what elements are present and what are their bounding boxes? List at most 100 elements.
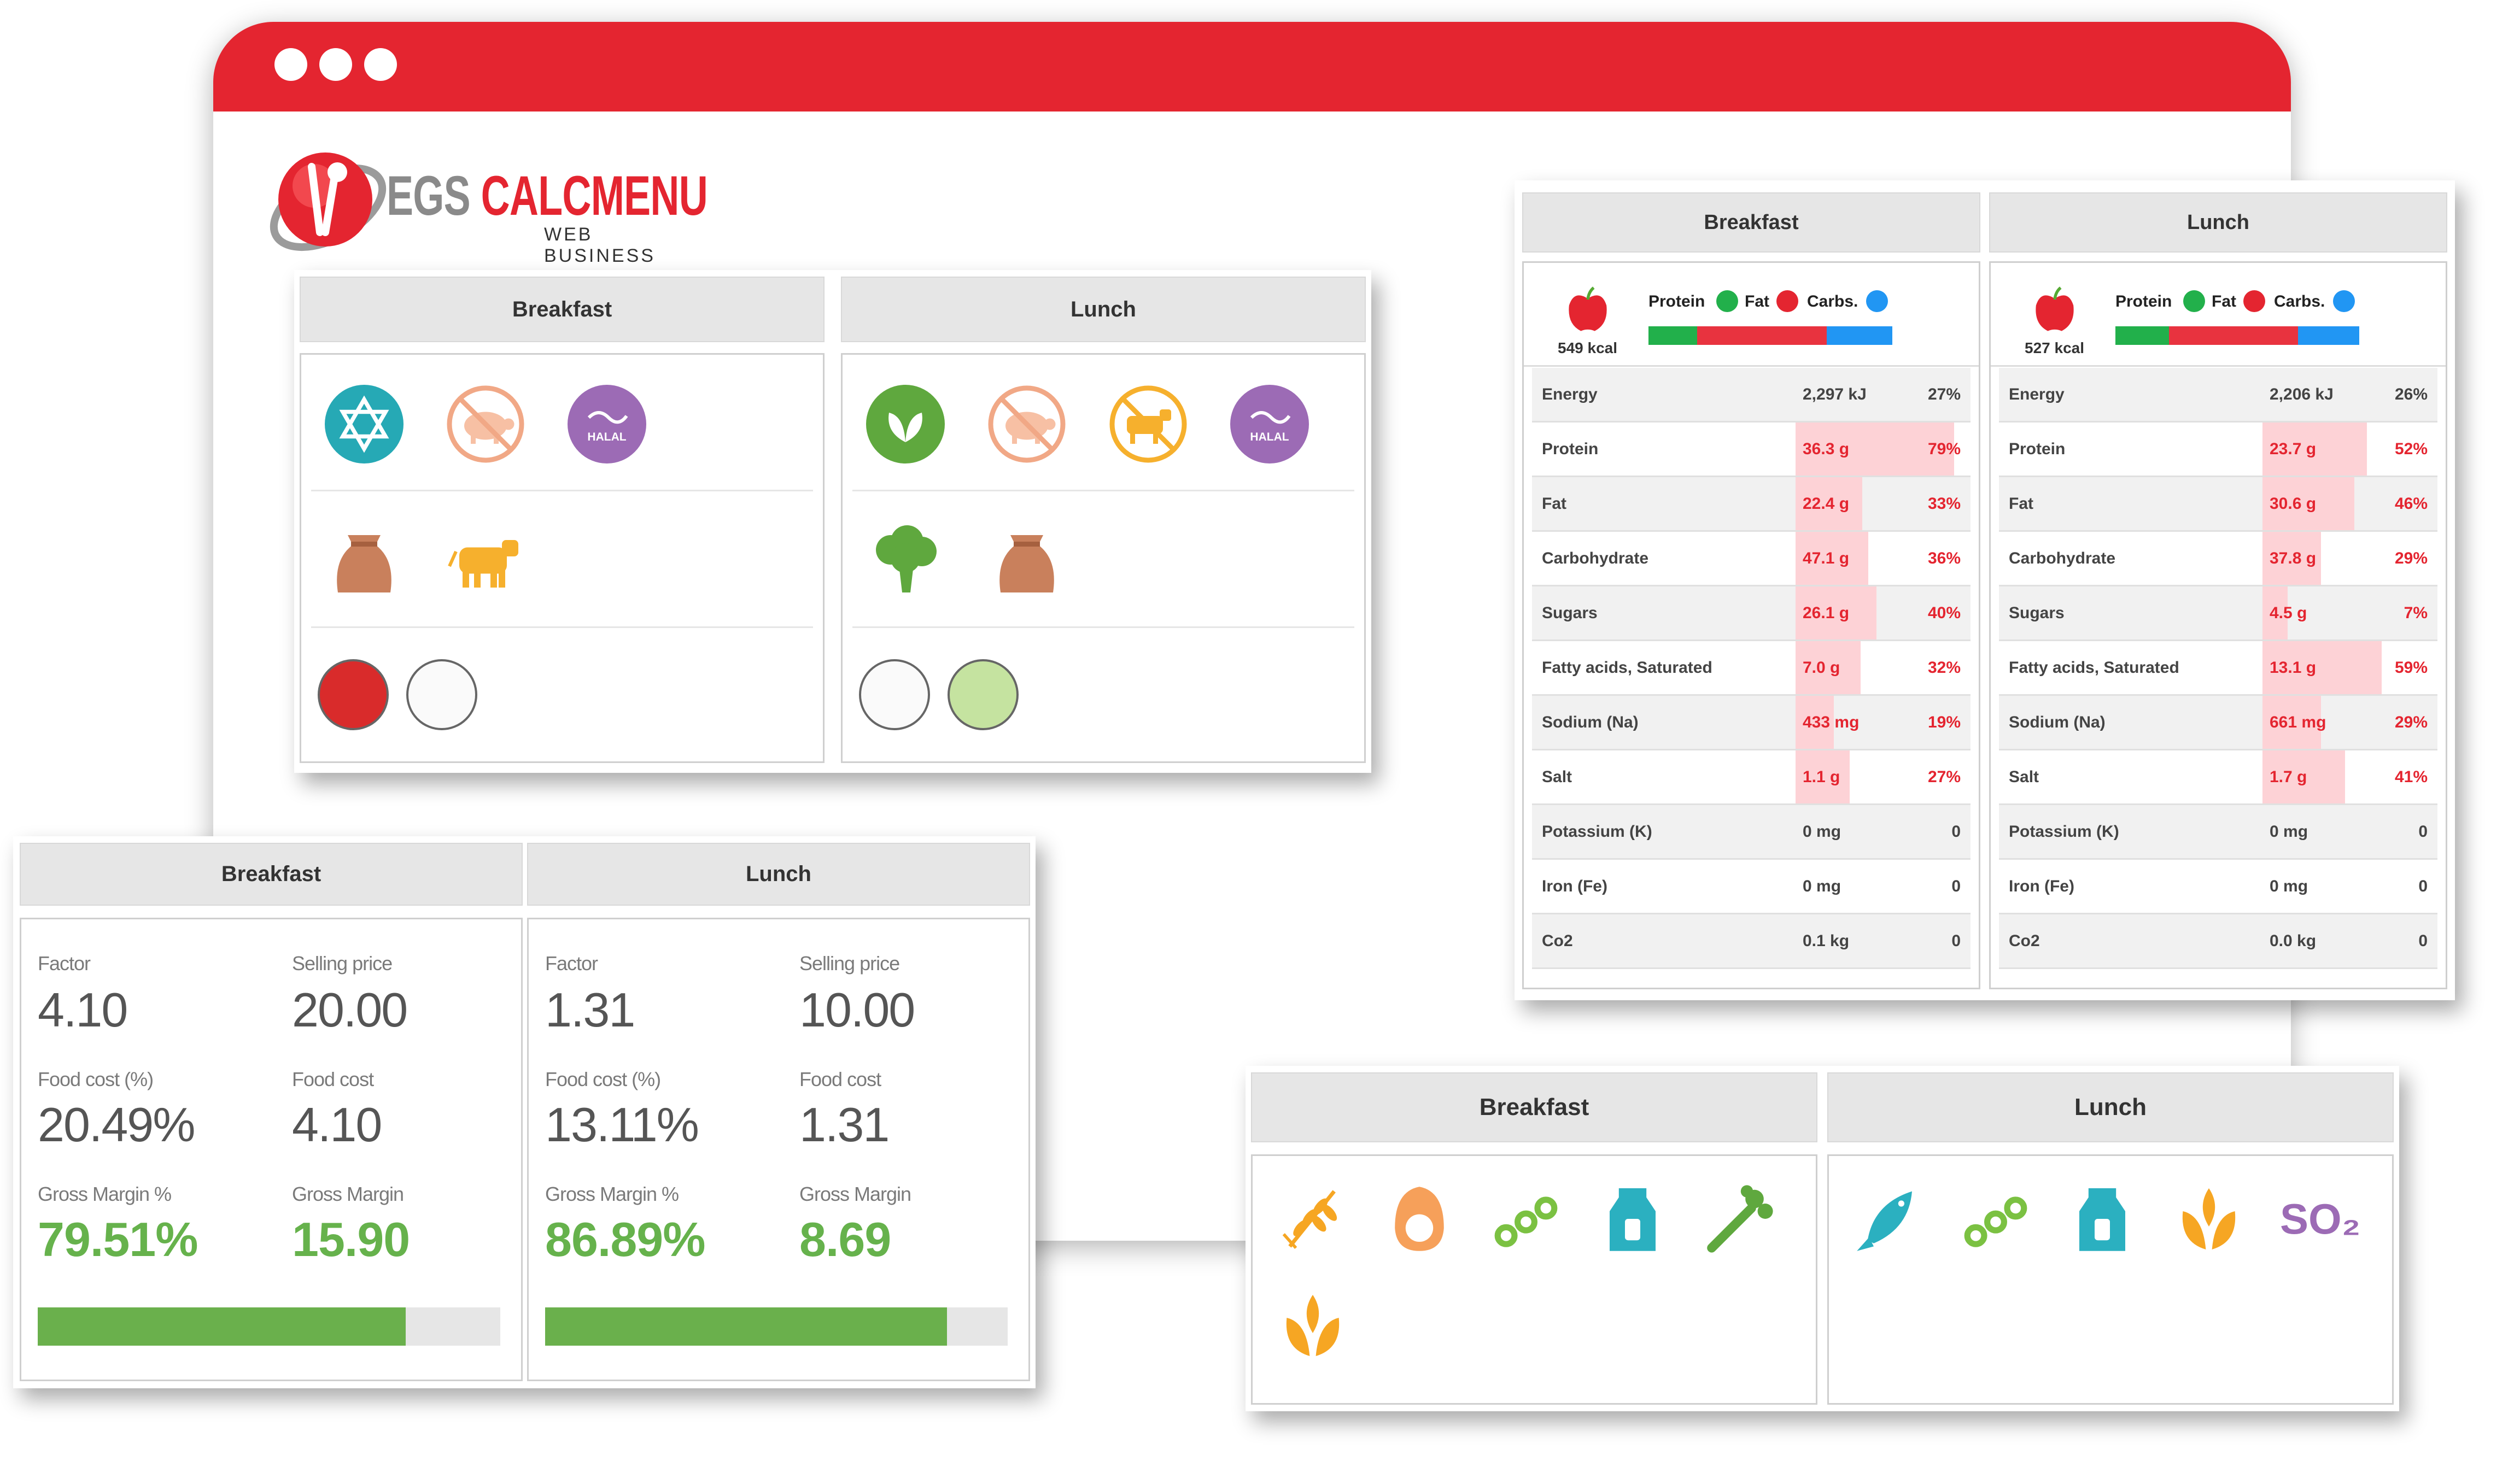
food-cost-percent-value: 13.11%: [545, 1098, 699, 1152]
nutrient-value: 7.0 g: [1803, 659, 1840, 677]
food-cost-value: 4.10: [292, 1098, 382, 1152]
food-cost-value: 1.31: [799, 1098, 890, 1152]
nutrition-row: Sodium (Na) 433 mg 19%: [1532, 696, 1971, 750]
nutrient-level-highlight: [2262, 641, 2382, 694]
selling-price-value: 20.00: [292, 983, 408, 1037]
nutrient-value: 2,297 kJ: [1803, 385, 1867, 403]
nutrition-row: Iron (Fe) 0 mg 0: [1532, 860, 1971, 914]
food-cost-percent-value: 20.49%: [38, 1098, 195, 1152]
macro-carbs-segment: [2298, 326, 2359, 345]
nutrition-row: Energy 2,297 kJ 27%: [1532, 368, 1971, 423]
nutrient-name: Fatty acids, Saturated: [2009, 659, 2179, 677]
empty-indicator: [859, 659, 930, 730]
macro-split-bar: [2115, 326, 2359, 345]
nutrition-row: Sugars 26.1 g 40%: [1532, 586, 1971, 641]
nutrient-value: 26.1 g: [1803, 604, 1850, 622]
column-title: Breakfast: [1479, 1094, 1589, 1120]
nutrient-percent: 79%: [1927, 440, 1961, 458]
selling-price-label: Selling price: [799, 952, 900, 975]
halal-icon-text: HALAL: [587, 431, 626, 443]
allergens-breakfast-body: [1251, 1154, 1817, 1405]
nutrient-name: Carbohydrate: [1542, 549, 1649, 567]
nutrient-percent: 0: [1951, 932, 1961, 950]
kcal-value: 527 kcal: [2025, 339, 2084, 356]
gross-margin-percent-value: 79.51%: [38, 1212, 198, 1266]
selling-price-value: 10.00: [799, 983, 915, 1037]
diet-lunch-header: Lunch: [841, 277, 1366, 342]
nutrient-percent: 7%: [2404, 604, 2428, 622]
protein-dot-icon: [2183, 290, 2205, 312]
cow-icon: [448, 540, 518, 588]
diet-card: Breakfast HALAL: [294, 270, 1371, 773]
factor-value: 1.31: [545, 983, 635, 1037]
nutrition-breakfast-column: Breakfast 549 kcal Protein Fat Carbs.: [1522, 192, 1980, 989]
finance-breakfast-header: Breakfast: [20, 843, 523, 906]
nutrient-name: Energy: [2009, 385, 2065, 403]
gluten-icon: [1282, 1190, 1337, 1249]
nutrient-level-highlight: [1796, 477, 1862, 530]
red-indicator: [318, 659, 389, 730]
column-title: Breakfast: [512, 297, 612, 321]
nutrient-name: Sugars: [2009, 604, 2065, 622]
nutrient-percent: 29%: [2394, 713, 2428, 731]
brand-logo[interactable]: EGS CALCMENU WEB BUSINESS: [265, 142, 708, 266]
nutrient-value: 661 mg: [2270, 713, 2326, 731]
nutrient-name: Energy: [1542, 385, 1598, 403]
carbs-dot-icon: [1866, 290, 1888, 312]
nutrient-percent: 26%: [2394, 385, 2428, 403]
nutrient-value: 13.1 g: [2270, 659, 2317, 677]
window-dot-3[interactable]: [364, 48, 397, 81]
nutrient-value: 1.7 g: [2270, 768, 2307, 786]
window-dot-1[interactable]: [274, 48, 307, 81]
finance-card: Breakfast Factor Selling price 4.10 20.0…: [13, 836, 1036, 1388]
protein-dot-icon: [1716, 290, 1738, 312]
nutrient-name: Sodium (Na): [2009, 713, 2106, 731]
nutrition-row: Fatty acids, Saturated 13.1 g 59%: [1999, 641, 2437, 696]
column-title: Breakfast: [1704, 210, 1799, 234]
nutrient-name: Sugars: [1542, 604, 1598, 622]
nutrition-card: Breakfast 549 kcal Protein Fat Carbs.: [1515, 180, 2455, 1000]
factor-value: 4.10: [38, 983, 128, 1037]
margin-progress-bar: [545, 1307, 1008, 1346]
diet-lunch-body: HALAL: [841, 353, 1366, 763]
no-beef-icon: [1109, 385, 1187, 463]
nutrient-level-highlight: [2262, 696, 2322, 749]
nutrient-name: Iron (Fe): [1542, 877, 1607, 895]
kosher-icon: [325, 385, 404, 463]
apple-icon: [1569, 286, 1607, 331]
macro-summary: 527 kcal Protein Fat Carbs.: [1991, 263, 2446, 367]
macro-summary: 549 kcal Protein Fat Carbs.: [1524, 263, 1979, 367]
nutrient-value: 37.8 g: [2270, 549, 2317, 567]
nutrient-level-highlight: [1796, 750, 1850, 803]
gross-margin-percent-value: 86.89%: [545, 1212, 705, 1266]
window-dot-2[interactable]: [319, 48, 352, 81]
nutrient-level-highlight: [2262, 532, 2322, 585]
halal-icon: HALAL: [1230, 385, 1309, 463]
nutrition-row: Fat 30.6 g 46%: [1999, 477, 2437, 532]
macro-fat-label: Fat: [1745, 292, 1769, 310]
nutrient-level-highlight: [2262, 477, 2355, 530]
column-title: Lunch: [2074, 1094, 2147, 1120]
peanut-icon: [1964, 1196, 2027, 1247]
halal-icon: HALAL: [568, 385, 646, 463]
nutrient-value: 23.7 g: [2270, 440, 2317, 458]
macro-protein-label: Protein: [2115, 292, 2172, 310]
egg-icon: [1395, 1187, 1444, 1251]
nutrient-value: 0 mg: [2270, 823, 2308, 841]
nutrient-name: Protein: [2009, 440, 2066, 458]
nutrient-name: Fat: [1542, 495, 1566, 513]
nutrient-percent: 46%: [2394, 495, 2428, 513]
finance-lunch-header: Lunch: [527, 843, 1030, 906]
nutrient-level-highlight: [1796, 532, 1869, 585]
macro-carbs-label: Carbs.: [2274, 292, 2325, 310]
nutrient-level-highlight: [2262, 586, 2288, 639]
nutrition-row: Fat 22.4 g 33%: [1532, 477, 1971, 532]
milk-icon: [2079, 1188, 2125, 1251]
nutrient-percent: 36%: [1927, 549, 1961, 567]
nutrient-level-highlight: [2262, 750, 2345, 803]
nutrient-value: 30.6 g: [2270, 495, 2317, 513]
halal-icon-text: HALAL: [1250, 431, 1289, 443]
nutrient-name: Potassium (K): [1542, 823, 1652, 841]
apple-icon: [2036, 286, 2074, 331]
diet-lunch-column: Lunch: [841, 277, 1366, 763]
